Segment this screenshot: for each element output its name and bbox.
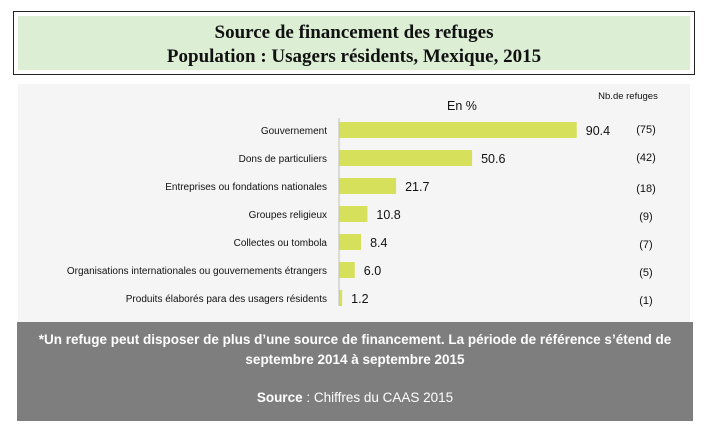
unit-label: En % [447,99,477,113]
footer-source: Source : Chiffres du CAAS 2015 [27,388,683,408]
footer-note-panel: *Un refuge peut disposer de plus d’une s… [17,322,693,421]
bar [339,150,473,166]
bar [339,234,362,250]
count-label: (75) [636,124,656,136]
value-label: 21.7 [405,180,429,194]
category-label: Collectes ou tombola [234,238,328,249]
value-label: 50.6 [481,152,505,166]
count-label: (7) [639,239,652,251]
bar [339,206,368,222]
value-label: 10.8 [376,208,400,222]
category-label: Entreprises ou fondations nationales [165,182,327,193]
bar [339,262,355,278]
source-text: : Chiffres du CAAS 2015 [302,390,454,405]
title-banner: Source de financement des refuges Popula… [18,16,690,70]
category-label: Organisations internationales ou gouvern… [67,266,327,277]
count-label: (5) [639,267,652,279]
title-box: Source de financement des refuges Popula… [13,11,695,75]
footer-note: *Un refuge peut disposer de plus d’une s… [38,332,672,367]
count-label: (42) [636,152,656,164]
value-label: 8.4 [370,236,387,250]
chart-panel: En % Nb.de refuges Gouvernement 90.4 (75) Don… [18,84,690,322]
value-label: 90.4 [586,124,610,138]
bar [339,178,397,194]
chart-title: Source de financement des refuges [214,22,494,43]
value-label: 6.0 [364,264,381,278]
value-label: 1.2 [351,292,368,306]
bar [339,122,577,138]
count-label: (18) [636,183,656,195]
category-label: Groupes religieux [249,210,327,221]
count-header: Nb.de refuges [598,91,658,102]
count-label: (1) [639,295,652,307]
bar [339,290,343,306]
category-label: Gouvernement [261,126,327,137]
count-label: (9) [639,211,652,223]
source-label: Source [256,390,303,405]
category-label: Dons de particuliers [239,154,327,165]
category-label: Produits élaborés para des usagers résid… [126,294,327,305]
chart-subtitle: Population : Usagers résidents, Mexique,… [166,46,542,67]
bar-chart: En % Nb.de refuges Gouvernement 90.4 (75) Don… [67,91,658,307]
